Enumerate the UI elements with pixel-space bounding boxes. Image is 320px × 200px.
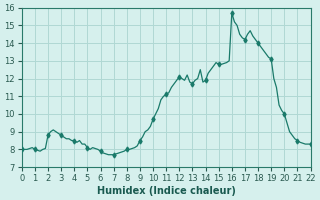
X-axis label: Humidex (Indice chaleur): Humidex (Indice chaleur) [97,186,236,196]
